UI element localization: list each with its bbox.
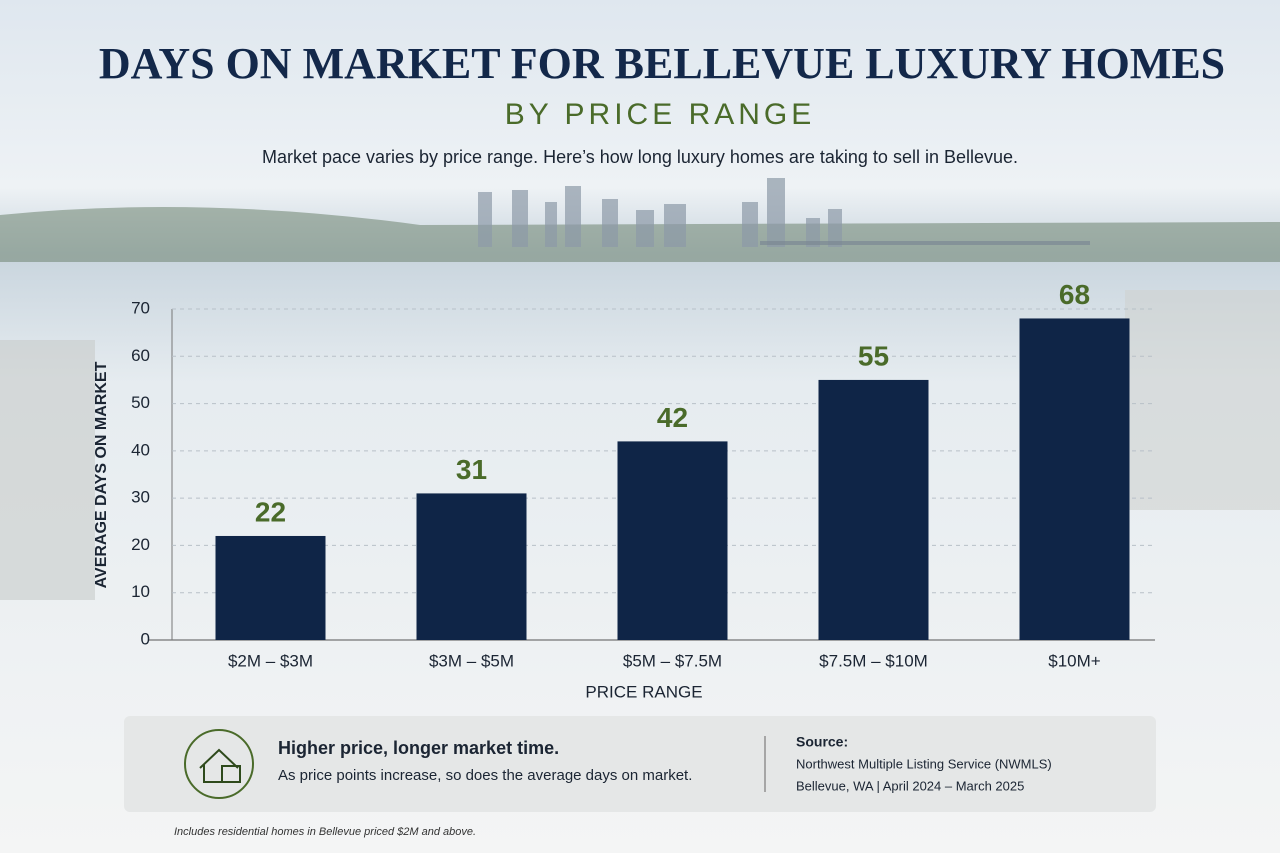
chart-description: Market pace varies by price range. Here’… xyxy=(262,147,1018,167)
x-tick-label: $2M – $3M xyxy=(228,651,313,670)
data-label: 31 xyxy=(456,454,487,485)
y-tick-label: 50 xyxy=(131,393,150,412)
y-tick-label: 30 xyxy=(131,488,150,507)
data-label: 55 xyxy=(858,340,889,371)
bar xyxy=(215,535,326,640)
house-icon-ring xyxy=(184,729,254,799)
y-tick-label: 60 xyxy=(131,346,150,365)
data-label: 68 xyxy=(1059,279,1090,310)
house-left xyxy=(0,340,95,600)
callout-text: As price points increase, so does the av… xyxy=(278,767,692,784)
chart-title: DAYS ON MARKET FOR BELLEVUE LUXURY HOMES xyxy=(99,39,1225,88)
calendar-icon xyxy=(221,765,241,783)
house-right xyxy=(1125,290,1280,510)
bar xyxy=(1019,318,1130,640)
y-axis-label: AVERAGE DAYS ON MARKET xyxy=(93,361,110,588)
bridge xyxy=(760,241,1090,245)
bar xyxy=(617,441,728,640)
chart-subtitle: BY PRICE RANGE xyxy=(505,98,816,131)
skyline xyxy=(478,178,842,247)
y-tick-label: 0 xyxy=(141,629,150,648)
source-label: Source: xyxy=(796,734,848,750)
x-tick-label: $10M+ xyxy=(1048,651,1101,670)
bar xyxy=(818,379,929,640)
x-tick-label: $7.5M – $10M xyxy=(819,651,928,670)
y-tick-label: 70 xyxy=(131,298,150,317)
y-tick-label: 10 xyxy=(131,582,150,601)
x-axis-label: PRICE RANGE xyxy=(585,682,702,701)
source-line: Bellevue, WA | April 2024 – March 2025 xyxy=(796,778,1024,793)
x-tick-label: $3M – $5M xyxy=(429,651,514,670)
bar xyxy=(416,493,527,640)
callout-heading: Higher price, longer market time. xyxy=(278,738,559,758)
data-label: 22 xyxy=(255,496,286,527)
y-tick-label: 20 xyxy=(131,535,150,554)
source-line: Northwest Multiple Listing Service (NWML… xyxy=(796,756,1052,771)
callout-box xyxy=(124,716,1156,812)
house-icon xyxy=(199,748,239,783)
y-tick-label: 40 xyxy=(131,440,150,459)
plot: 0 10 20 30 40 50 60 70 $2M – $3M 22 $3M – $5M 31 $5M… xyxy=(131,279,1155,670)
x-tick-label: $5M – $7.5M xyxy=(623,651,722,670)
footnote: Includes residential homes in Bellevue p… xyxy=(174,826,476,838)
data-label: 42 xyxy=(657,402,688,433)
